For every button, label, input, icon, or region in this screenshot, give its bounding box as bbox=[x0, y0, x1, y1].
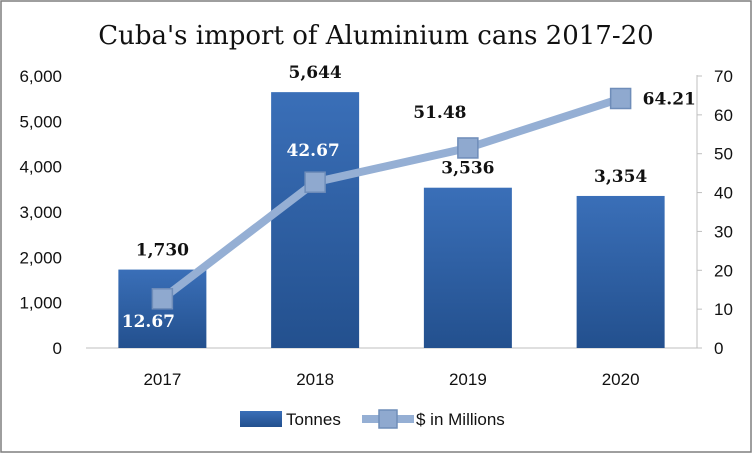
right-axis-tick-label: 60 bbox=[714, 106, 733, 125]
bar-value-label: 3,536 bbox=[441, 159, 494, 179]
legend-swatch-marker bbox=[378, 409, 398, 429]
left-axis-tick-label: 5,000 bbox=[19, 112, 62, 131]
bar-tonnes bbox=[576, 195, 665, 348]
line-value-label: 12.67 bbox=[122, 312, 175, 332]
x-axis-tick-label: 2019 bbox=[449, 370, 487, 389]
line-value-label: 42.67 bbox=[287, 141, 340, 161]
x-axis-tick-label: 2020 bbox=[602, 370, 640, 389]
right-axis-tick-label: 0 bbox=[714, 339, 723, 358]
right-axis-tick-label: 10 bbox=[714, 300, 733, 319]
bar-tonnes bbox=[271, 92, 360, 348]
right-axis-tick-label: 40 bbox=[714, 184, 733, 203]
left-axis-tick-label: 0 bbox=[53, 339, 62, 358]
line-point-marker bbox=[304, 171, 326, 193]
right-axis-tick-label: 50 bbox=[714, 145, 733, 164]
bar-value-label: 1,730 bbox=[136, 241, 189, 261]
right-axis-tick-label: 20 bbox=[714, 261, 733, 280]
legend-label-dollars: $ in Millions bbox=[416, 410, 505, 429]
left-axis-tick-label: 2,000 bbox=[19, 248, 62, 267]
line-value-label: 51.48 bbox=[413, 103, 466, 123]
left-axis-tick-label: 6,000 bbox=[19, 67, 62, 86]
chart-title: Cuba's import of Aluminium cans 2017-20 bbox=[98, 21, 653, 51]
right-axis-tick-label: 70 bbox=[714, 67, 733, 86]
line-value-label: 64.21 bbox=[643, 89, 696, 109]
left-axis-tick-label: 3,000 bbox=[19, 203, 62, 222]
line-point-marker bbox=[609, 87, 632, 110]
line-point-marker bbox=[457, 137, 479, 159]
legend-label-tonnes: Tonnes bbox=[286, 410, 341, 429]
legend-swatch-tonnes bbox=[240, 411, 282, 427]
bar-value-label: 5,644 bbox=[289, 63, 342, 83]
left-axis-tick-label: 1,000 bbox=[19, 294, 62, 313]
x-axis-tick-label: 2017 bbox=[143, 370, 181, 389]
line-point-marker bbox=[151, 288, 174, 310]
line-dollars-millions bbox=[159, 94, 622, 302]
left-axis-tick-label: 4,000 bbox=[19, 158, 62, 177]
x-axis-tick-label: 2018 bbox=[296, 370, 334, 389]
bar-value-label: 3,354 bbox=[594, 167, 647, 187]
bar-tonnes bbox=[423, 187, 512, 348]
right-axis-tick-label: 30 bbox=[714, 222, 733, 241]
